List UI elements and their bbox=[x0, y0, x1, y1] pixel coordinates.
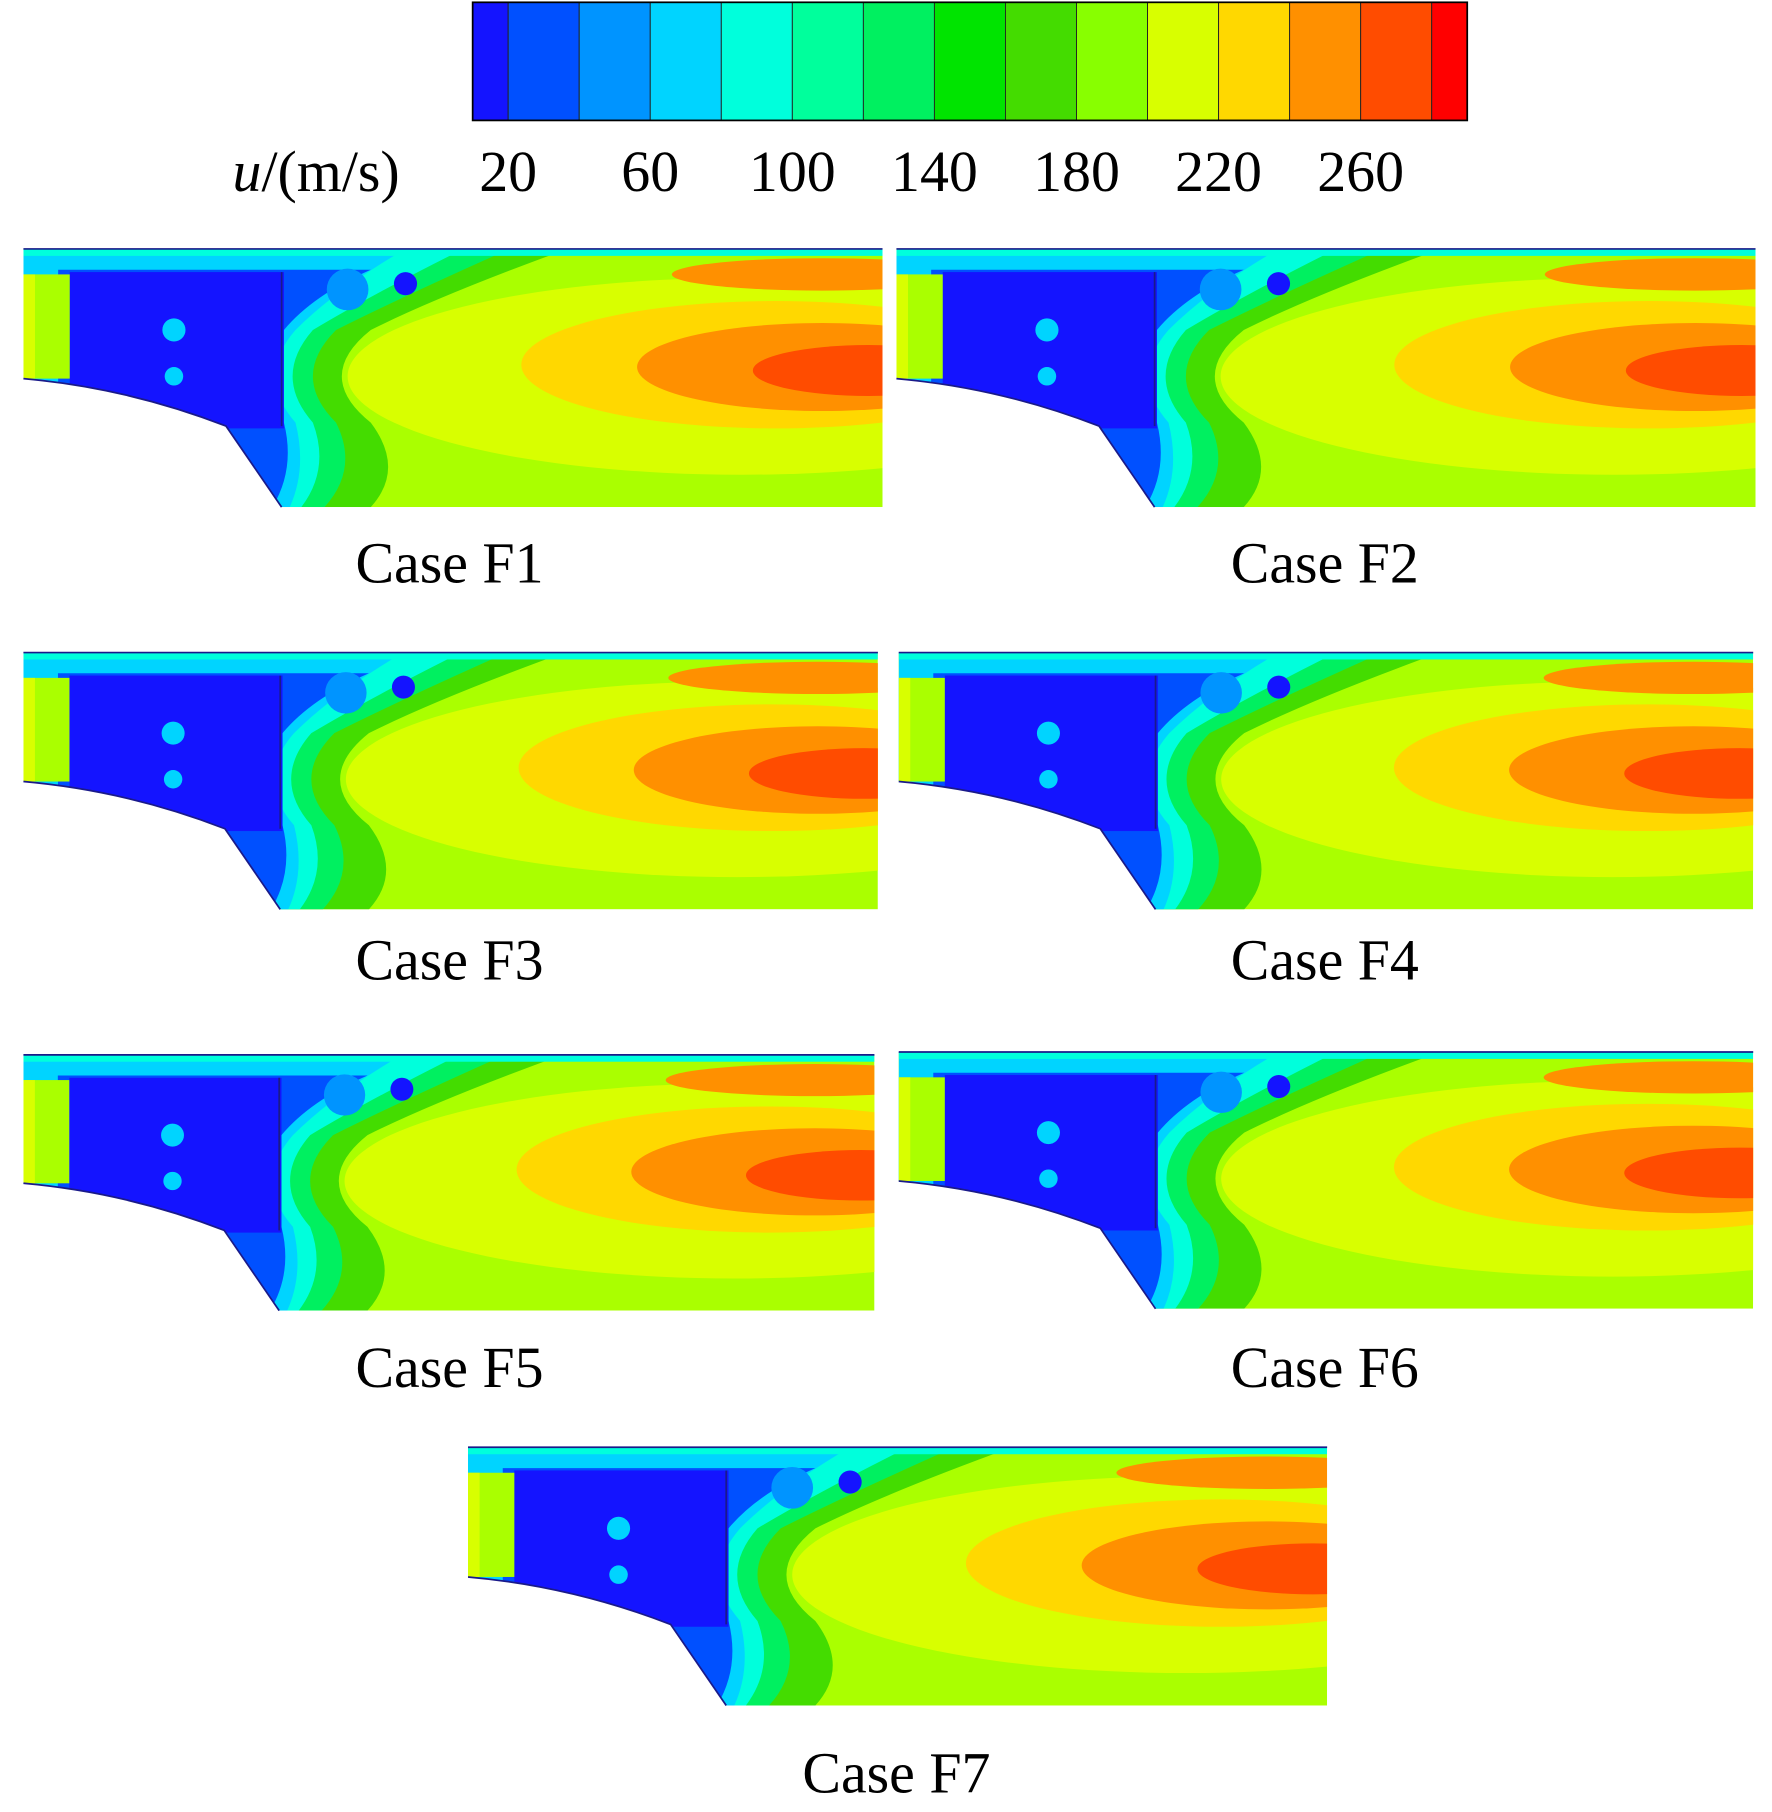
colorbar-tick-label: 220 bbox=[1175, 139, 1262, 204]
colorbar-band bbox=[720, 1, 793, 121]
colorbar-band bbox=[862, 1, 935, 121]
colorbar-band bbox=[933, 1, 1006, 121]
contour-panel bbox=[899, 1052, 1772, 1309]
panel-caption: Case F6 bbox=[1231, 1335, 1419, 1400]
colorbar-tick-label: 260 bbox=[1317, 139, 1404, 204]
colorbar-band bbox=[1218, 1, 1291, 121]
panel-caption: Case F7 bbox=[802, 1740, 990, 1805]
panel-caption: Case F5 bbox=[355, 1335, 543, 1400]
colorbar-frame bbox=[471, 1, 1469, 122]
colorbar-tick-label: 20 bbox=[479, 139, 537, 204]
colorbar-band bbox=[649, 1, 722, 121]
colorbar-band bbox=[1289, 1, 1362, 121]
colorbar-band bbox=[1431, 1, 1468, 121]
colorbar-band bbox=[791, 1, 864, 121]
contour-panel bbox=[468, 1447, 1580, 1705]
colorbar-tick-label: 180 bbox=[1033, 139, 1120, 204]
colorbar-band bbox=[507, 1, 580, 121]
colorbar-label: u/(m/s) bbox=[233, 139, 400, 204]
panel-caption: Case F3 bbox=[355, 928, 543, 993]
contour-panel bbox=[896, 249, 1772, 507]
label-variable: u bbox=[233, 139, 262, 204]
panel-caption: Case F1 bbox=[355, 530, 543, 595]
panel-caption: Case F2 bbox=[1231, 530, 1419, 595]
colorbar-band bbox=[578, 1, 651, 121]
panel-caption: Case F4 bbox=[1231, 928, 1419, 993]
colorbar-tick-label: 140 bbox=[891, 139, 978, 204]
label-unit: /(m/s) bbox=[261, 139, 399, 204]
colorbar-tick-label: 100 bbox=[749, 139, 836, 204]
colorbar-band bbox=[472, 1, 509, 121]
contour-panel bbox=[899, 653, 1772, 910]
colorbar-band bbox=[1004, 1, 1077, 121]
colorbar-tick-label: 60 bbox=[621, 139, 679, 204]
colorbar-band bbox=[1360, 1, 1433, 121]
colorbar-band bbox=[1147, 1, 1220, 121]
colorbar-band bbox=[1076, 1, 1149, 121]
